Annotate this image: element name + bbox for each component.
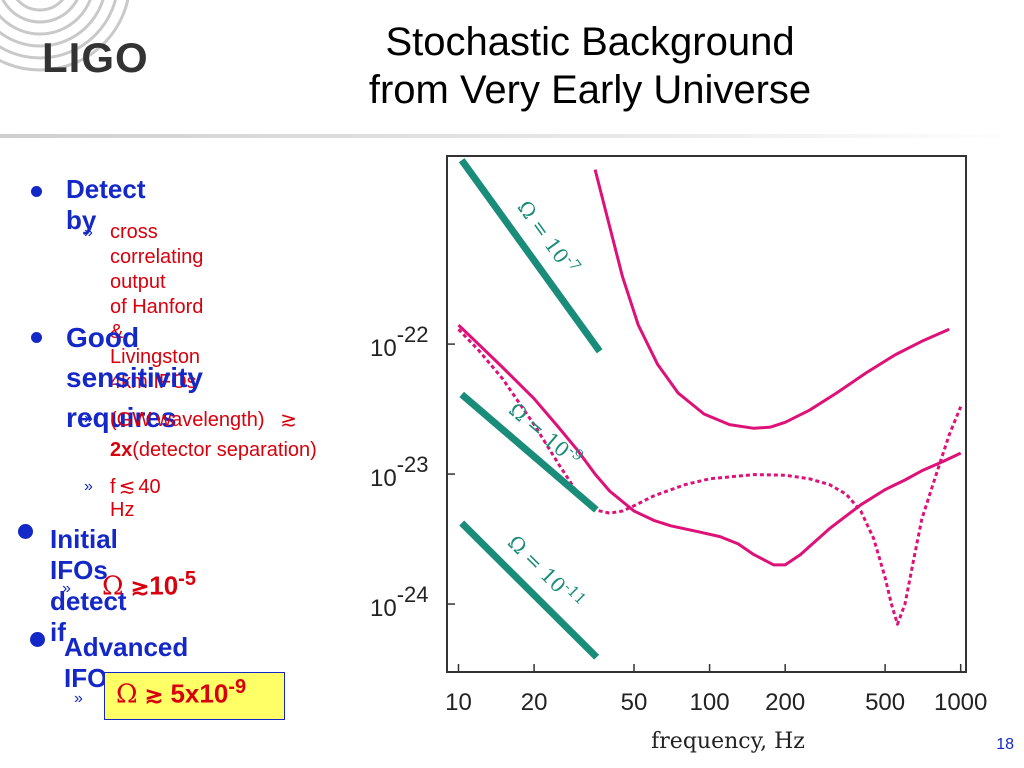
f-value: 40 Hz [110, 476, 161, 521]
bullet-advanced-ifos: Advanced IFOs: [64, 632, 189, 693]
sub-bullet-initial-omega: Ω ≳10-5 [102, 568, 196, 602]
title-divider [0, 134, 1024, 138]
sub-bullet-f-limit: f ≲ 40 Hz [110, 474, 161, 522]
x-tick-label: 20 [521, 689, 548, 716]
omega-symbol: Ω [116, 679, 138, 710]
title-line-2: from Very Early Universe [368, 68, 812, 112]
f-approx-symbol: ≲ [118, 476, 136, 498]
x-tick-label: 1000 [934, 689, 987, 716]
omega-line-1 [458, 158, 603, 354]
x-tick-label: 10 [445, 689, 472, 716]
two-x-text: 2x [110, 439, 133, 461]
page-number: 18 [996, 736, 1014, 753]
sensitivity-curve-2 [457, 324, 962, 567]
omega-symbol: Ω [102, 571, 124, 602]
y-tick-label: 10-22 [370, 322, 429, 362]
bullet-dot [18, 524, 33, 539]
cross-correlating-line-1: cross correlating output [110, 221, 204, 293]
omega-label-1: Ω = 10-7 [513, 194, 585, 280]
omega-lines-group: Ω = 10-7 Ω = 10-9 Ω = 10-11 [458, 158, 603, 660]
x-tick-label: 200 [765, 689, 805, 716]
slide-title: Stochastic Background from Very Early Un… [290, 18, 890, 114]
initial-exponent: -5 [178, 568, 196, 590]
sub-bullet-marker: » [84, 224, 93, 241]
curves-group [457, 169, 963, 626]
sensitivity-curve-1 [593, 169, 950, 430]
bullet-initial-ifos: Initial IFOs detect if [50, 524, 127, 647]
y-axis-ticks: 10-22 10-23 10-24 [370, 322, 455, 622]
bullet-dot [30, 632, 45, 647]
title-line-1: Stochastic Background [385, 20, 795, 64]
sub-bullet-marker: » [74, 690, 83, 707]
omega-label-3: Ω = 10-11 [503, 528, 590, 615]
sub-bullet-marker: » [84, 410, 93, 427]
approx-symbol: ≳ [144, 682, 164, 708]
advanced-exponent: -9 [228, 676, 247, 698]
omega-line-3 [459, 520, 600, 660]
sub-bullet-gw-wavelength: (GW wavelength) ≳ 2x(detector separation… [110, 405, 317, 465]
x-tick-label: 500 [865, 689, 905, 716]
omega-line-2 [459, 391, 599, 513]
bullet-dot [31, 332, 42, 343]
sub-bullet-marker: » [84, 478, 93, 495]
sub-bullet-cross-correlating: cross correlating output of Hanford & Li… [110, 220, 203, 395]
sub-bullet-marker: » [62, 580, 71, 597]
plot-frame [446, 155, 967, 673]
sensitivity-curve-3 [457, 328, 963, 626]
logo-arcs [0, 0, 130, 72]
bullet-detect-by: Detect by [66, 174, 146, 235]
x-tick-label: 100 [690, 689, 730, 716]
omega-label-2: Ω = 10-9 [504, 395, 587, 472]
y-tick-label: 10-24 [370, 582, 429, 622]
good-sensitivity-line-1: Good sensitivity [66, 322, 203, 393]
detector-separation-text: (detector separation) [132, 439, 317, 461]
bullet-good-sensitivity: Good sensitivity requires [66, 318, 203, 438]
ligo-logo: LIGO [0, 0, 180, 110]
sub-bullet-advanced-omega: Ω ≳ 5x10-9 [116, 676, 246, 710]
gw-approx-symbol: ≳ [280, 409, 297, 431]
highlight-box [104, 672, 285, 720]
x-axis-ticks: 10 20 50 100 200 500 1000 [445, 664, 987, 716]
gw-wavelength-text: (GW wavelength) [110, 409, 265, 431]
advanced-base: 5x10 [170, 678, 229, 709]
bullet-dot [31, 186, 42, 197]
f-text: f [110, 476, 116, 498]
x-tick-label: 50 [621, 689, 648, 716]
logo-text: LIGO [42, 34, 149, 81]
y-tick-label: 10-23 [370, 452, 429, 492]
x-axis-label: frequency, Hz [651, 729, 805, 754]
approx-symbol: ≳ [130, 574, 150, 600]
cross-correlating-line-3: 4km IFOs [110, 371, 197, 393]
good-sensitivity-line-2: requires [66, 402, 177, 433]
cross-correlating-line-2: of Hanford & Livingston [110, 296, 204, 368]
initial-base: 10 [149, 570, 179, 601]
